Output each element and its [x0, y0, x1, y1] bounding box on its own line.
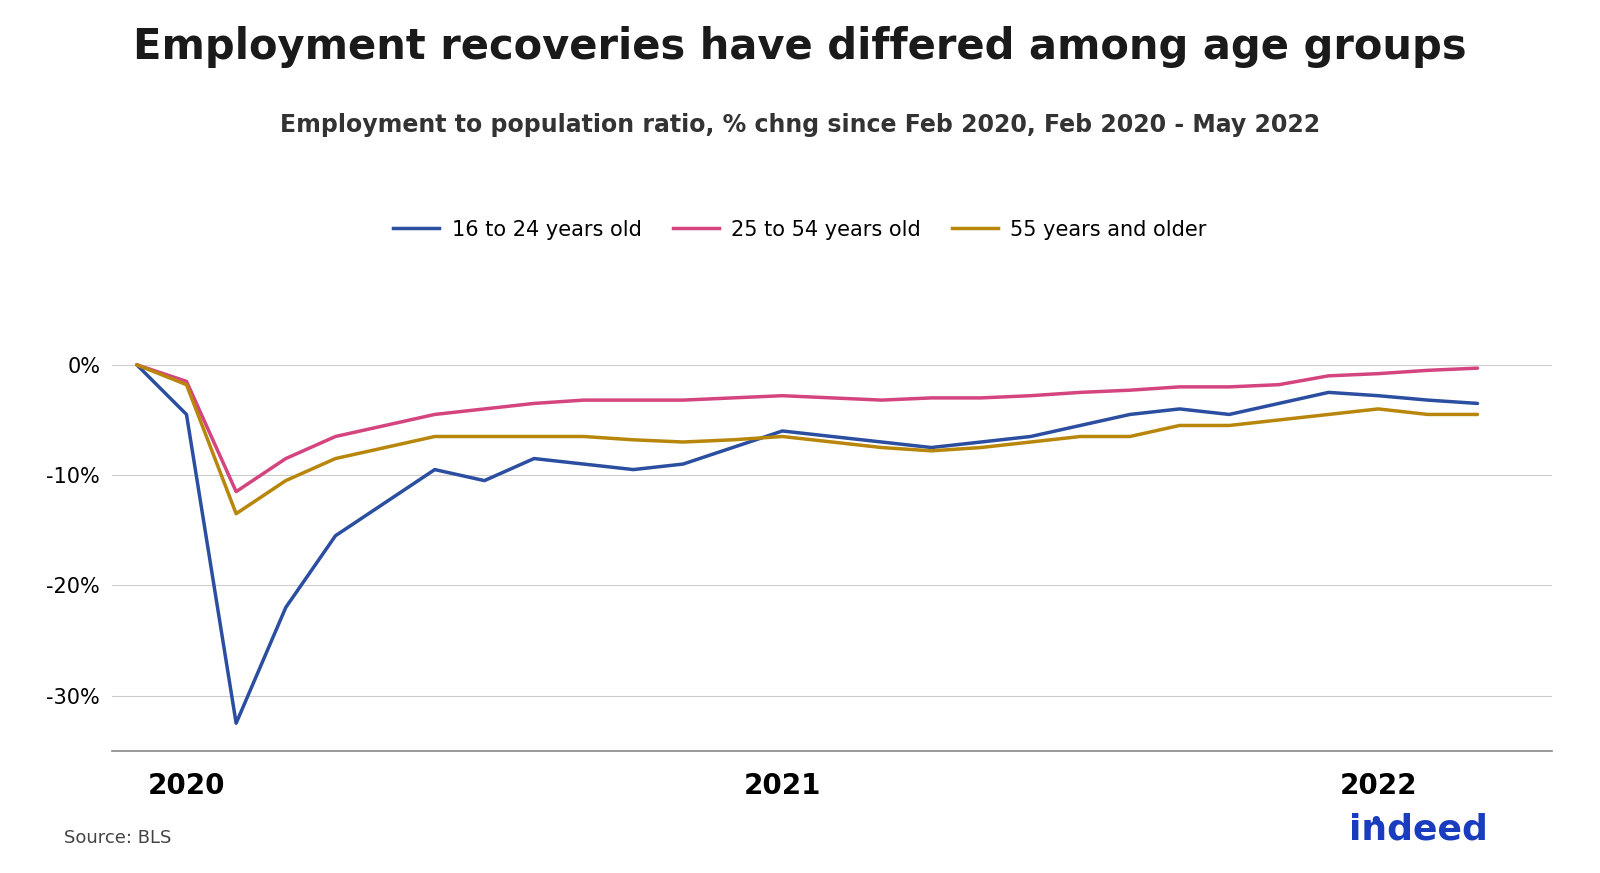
55 years and older [971, 443, 990, 453]
16 to 24 years old [1467, 398, 1486, 409]
55 years and older [872, 443, 891, 453]
16 to 24 years old [723, 443, 742, 453]
25 to 54 years old [1120, 385, 1139, 395]
25 to 54 years old [376, 420, 395, 430]
16 to 24 years old [1170, 403, 1189, 414]
16 to 24 years old [326, 531, 346, 541]
25 to 54 years old [674, 395, 693, 405]
55 years and older [376, 443, 395, 453]
55 years and older [574, 431, 594, 442]
16 to 24 years old [1021, 431, 1040, 442]
Legend: 16 to 24 years old, 25 to 54 years old, 55 years and older: 16 to 24 years old, 25 to 54 years old, … [386, 211, 1214, 248]
25 to 54 years old [426, 409, 445, 420]
55 years and older [1318, 409, 1338, 420]
16 to 24 years old [1120, 409, 1139, 420]
16 to 24 years old [1418, 395, 1437, 405]
16 to 24 years old [227, 718, 246, 728]
Line: 55 years and older: 55 years and older [138, 365, 1477, 513]
16 to 24 years old [971, 436, 990, 447]
25 to 54 years old [1219, 382, 1238, 392]
16 to 24 years old [277, 602, 296, 613]
25 to 54 years old [277, 453, 296, 464]
Text: Employment to population ratio, % chng since Feb 2020, Feb 2020 - May 2022: Employment to population ratio, % chng s… [280, 113, 1320, 137]
16 to 24 years old [1070, 420, 1090, 430]
16 to 24 years old [822, 431, 842, 442]
55 years and older [922, 445, 941, 456]
25 to 54 years old [1070, 387, 1090, 397]
25 to 54 years old [178, 376, 197, 387]
55 years and older [723, 435, 742, 445]
Text: indeed: indeed [1349, 813, 1488, 847]
16 to 24 years old [624, 464, 643, 475]
55 years and older [1219, 420, 1238, 430]
Line: 16 to 24 years old: 16 to 24 years old [138, 365, 1477, 723]
Text: Source: BLS: Source: BLS [64, 828, 171, 847]
25 to 54 years old [525, 398, 544, 409]
25 to 54 years old [1318, 371, 1338, 382]
55 years and older [822, 436, 842, 447]
25 to 54 years old [1418, 365, 1437, 375]
55 years and older [128, 360, 147, 370]
55 years and older [277, 476, 296, 486]
25 to 54 years old [1269, 380, 1288, 390]
16 to 24 years old [1368, 390, 1387, 401]
55 years and older [1070, 431, 1090, 442]
16 to 24 years old [674, 459, 693, 470]
55 years and older [525, 431, 544, 442]
16 to 24 years old [128, 360, 147, 370]
25 to 54 years old [227, 486, 246, 497]
16 to 24 years old [1219, 409, 1238, 420]
16 to 24 years old [773, 426, 792, 436]
25 to 54 years old [922, 393, 941, 403]
55 years and older [178, 380, 197, 390]
16 to 24 years old [178, 409, 197, 420]
16 to 24 years old [525, 453, 544, 464]
16 to 24 years old [872, 436, 891, 447]
16 to 24 years old [922, 443, 941, 453]
25 to 54 years old [1467, 363, 1486, 374]
Text: Employment recoveries have differed among age groups: Employment recoveries have differed amon… [133, 26, 1467, 68]
55 years and older [1120, 431, 1139, 442]
55 years and older [1021, 436, 1040, 447]
16 to 24 years old [574, 459, 594, 470]
25 to 54 years old [723, 393, 742, 403]
55 years and older [1418, 409, 1437, 420]
25 to 54 years old [773, 390, 792, 401]
55 years and older [1170, 420, 1189, 430]
55 years and older [1269, 415, 1288, 425]
55 years and older [1368, 403, 1387, 414]
16 to 24 years old [1318, 387, 1338, 397]
25 to 54 years old [971, 393, 990, 403]
25 to 54 years old [1368, 368, 1387, 379]
16 to 24 years old [376, 498, 395, 508]
55 years and older [326, 453, 346, 464]
25 to 54 years old [574, 395, 594, 405]
25 to 54 years old [1170, 382, 1189, 392]
55 years and older [227, 508, 246, 519]
55 years and older [674, 436, 693, 447]
Text: •: • [1368, 810, 1382, 834]
16 to 24 years old [1269, 398, 1288, 409]
25 to 54 years old [128, 360, 147, 370]
25 to 54 years old [475, 403, 494, 414]
25 to 54 years old [326, 431, 346, 442]
25 to 54 years old [624, 395, 643, 405]
55 years and older [773, 431, 792, 442]
25 to 54 years old [822, 393, 842, 403]
16 to 24 years old [475, 476, 494, 486]
25 to 54 years old [1021, 390, 1040, 401]
Line: 25 to 54 years old: 25 to 54 years old [138, 365, 1477, 491]
55 years and older [1467, 409, 1486, 420]
55 years and older [426, 431, 445, 442]
55 years and older [624, 435, 643, 445]
55 years and older [475, 431, 494, 442]
25 to 54 years old [872, 395, 891, 405]
16 to 24 years old [426, 464, 445, 475]
